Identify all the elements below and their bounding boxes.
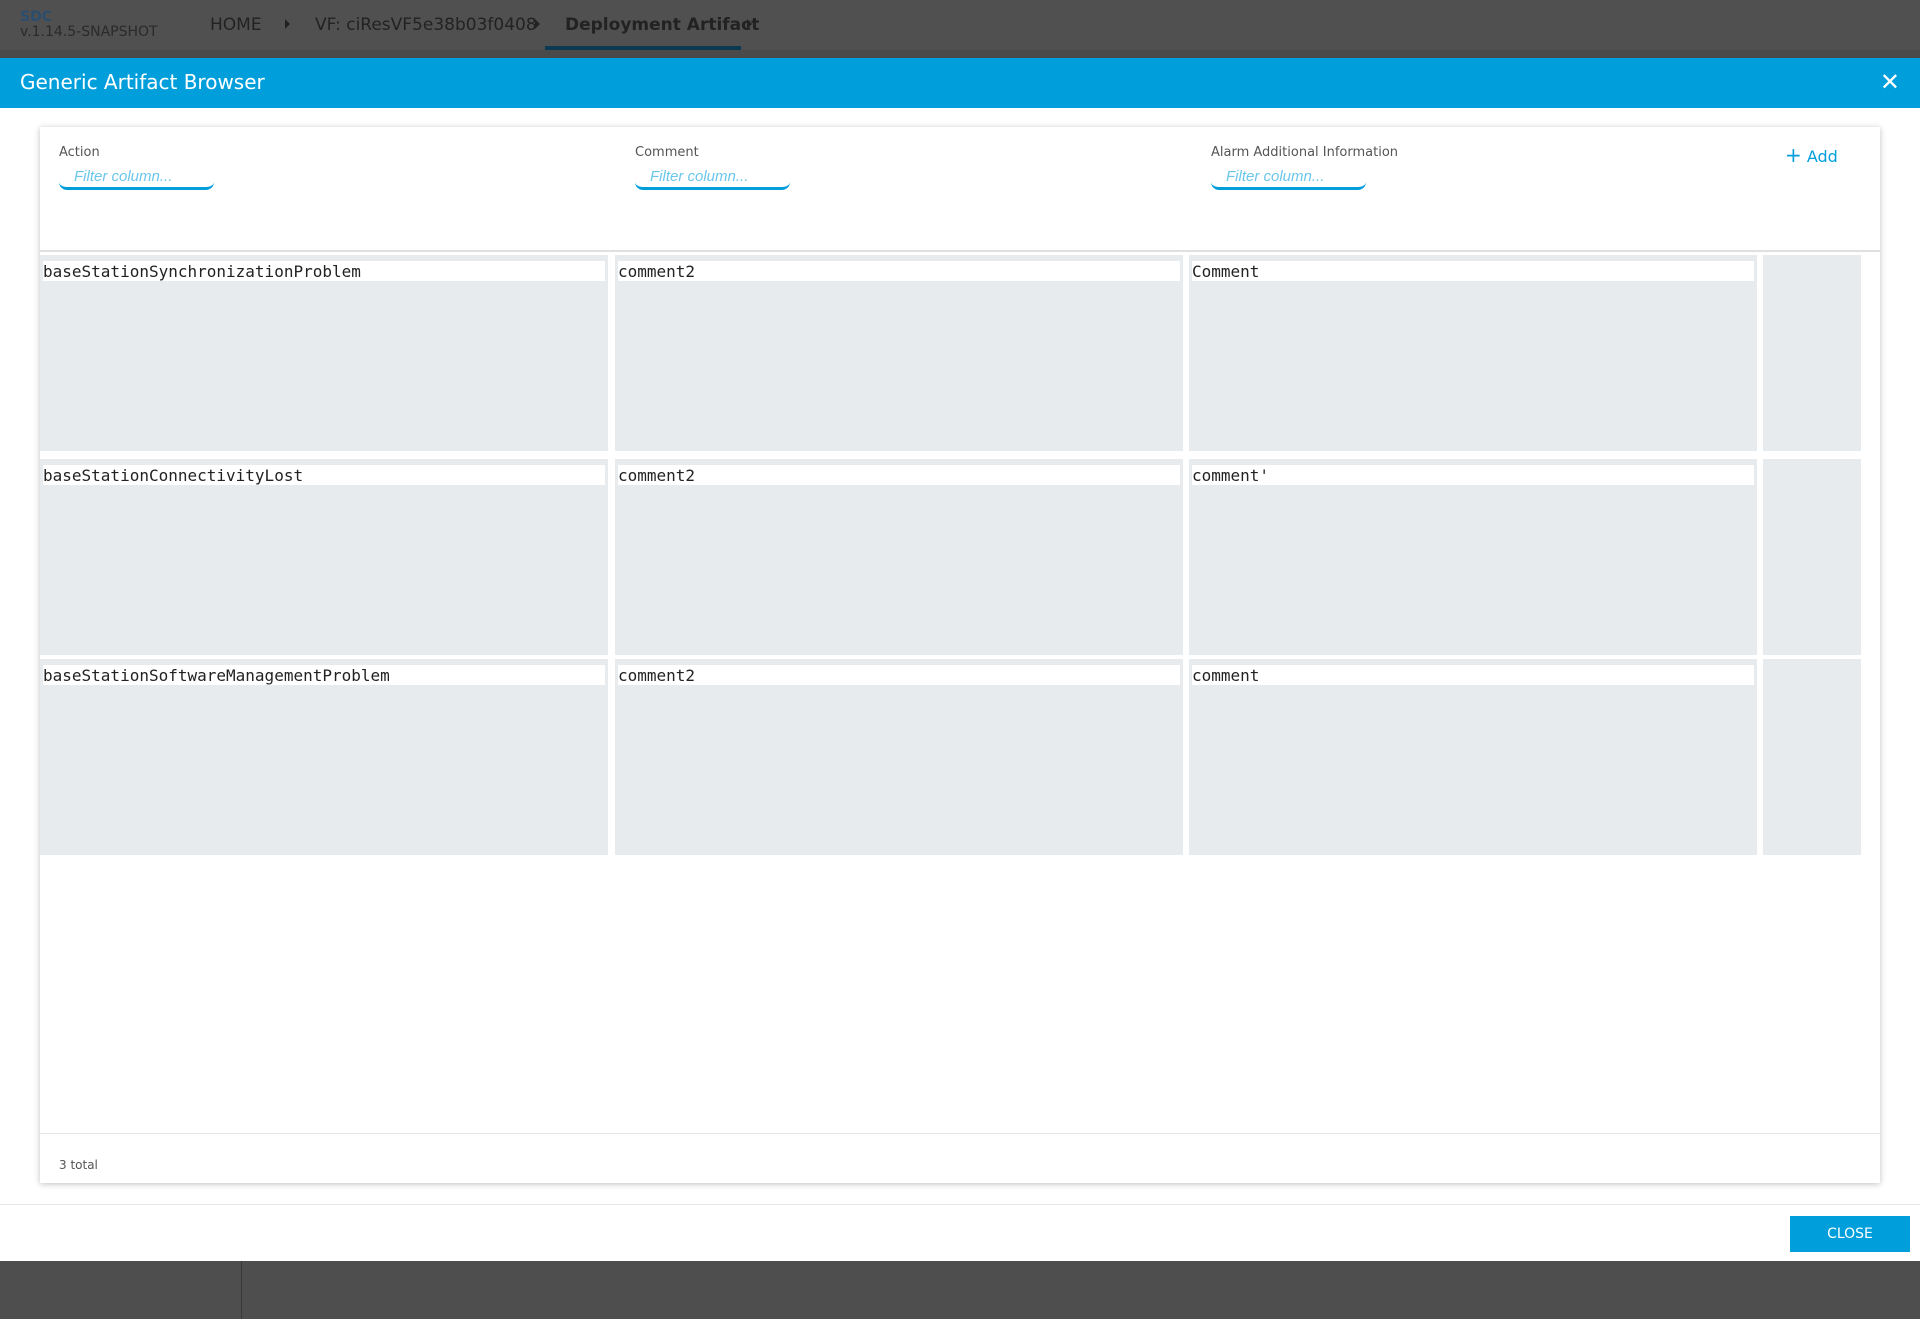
table-cell xyxy=(40,255,608,451)
table-cell xyxy=(1189,659,1757,855)
column-header-action: Action xyxy=(59,145,214,190)
cell-input[interactable] xyxy=(43,465,605,485)
breadcrumb-home[interactable]: HOME xyxy=(210,15,262,35)
breadcrumb-deployment-artifact[interactable]: Deployment Artifact xyxy=(565,15,760,35)
artifact-table: Action Comment Alarm Additional Informat… xyxy=(40,127,1880,1183)
table-cell xyxy=(1189,459,1757,655)
cell-input[interactable] xyxy=(1192,665,1754,685)
row-actions-cell xyxy=(1763,459,1861,655)
column-header-alarm-info: Alarm Additional Information xyxy=(1211,145,1398,190)
table-footer: 3 total xyxy=(40,1133,1880,1183)
cell-input[interactable] xyxy=(43,261,605,281)
add-label: Add xyxy=(1806,147,1838,166)
active-tab-indicator xyxy=(545,46,741,50)
chevron-right-icon[interactable] xyxy=(535,19,540,29)
column-label: Comment xyxy=(635,145,699,160)
close-icon[interactable]: ✕ xyxy=(1879,68,1900,96)
cell-input[interactable] xyxy=(618,465,1180,485)
cell-input[interactable] xyxy=(43,665,605,685)
app-version: v.1.14.5-SNAPSHOT xyxy=(20,24,158,40)
add-button[interactable]: + Add xyxy=(1785,143,1838,167)
filter-input-alarm-info[interactable] xyxy=(1211,166,1366,190)
table-cell xyxy=(40,659,608,855)
modal-title: Generic Artifact Browser xyxy=(20,70,265,94)
table-cell xyxy=(615,659,1183,855)
table-header: Action Comment Alarm Additional Informat… xyxy=(40,127,1880,252)
plus-icon: + xyxy=(1785,143,1802,167)
close-button[interactable]: CLOSE xyxy=(1790,1216,1910,1252)
sub-bar xyxy=(0,50,1920,58)
table-cell xyxy=(615,255,1183,451)
divider xyxy=(241,1261,242,1319)
top-navigation-bar: SDC v.1.14.5-SNAPSHOT HOME VF: ciResVF5e… xyxy=(0,0,1920,58)
app-brand[interactable]: SDC v.1.14.5-SNAPSHOT xyxy=(20,10,158,40)
modal-footer: CLOSE xyxy=(0,1204,1920,1261)
row-actions-cell xyxy=(1763,255,1861,451)
cell-input[interactable] xyxy=(1192,261,1754,281)
chevron-right-icon[interactable] xyxy=(285,19,290,29)
cell-input[interactable] xyxy=(618,665,1180,685)
filter-input-comment[interactable] xyxy=(635,166,790,190)
cell-input[interactable] xyxy=(1192,465,1754,485)
column-label: Alarm Additional Information xyxy=(1211,145,1399,160)
app-name: SDC xyxy=(20,9,52,25)
background-bottom-bar xyxy=(0,1261,1920,1319)
breadcrumb-vf[interactable]: VF: ciResVF5e38b03f0408 xyxy=(315,15,537,35)
column-label: Action xyxy=(59,145,100,160)
table-cell xyxy=(1189,255,1757,451)
total-count: 3 total xyxy=(59,1158,98,1172)
column-header-comment: Comment xyxy=(635,145,790,190)
table-cell xyxy=(40,459,608,655)
row-actions-cell xyxy=(1763,659,1861,855)
modal-header: Generic Artifact Browser ✕ xyxy=(0,58,1920,108)
chevron-right-icon[interactable] xyxy=(747,19,752,29)
table-cell xyxy=(615,459,1183,655)
cell-input[interactable] xyxy=(618,261,1180,281)
filter-input-action[interactable] xyxy=(59,166,214,190)
